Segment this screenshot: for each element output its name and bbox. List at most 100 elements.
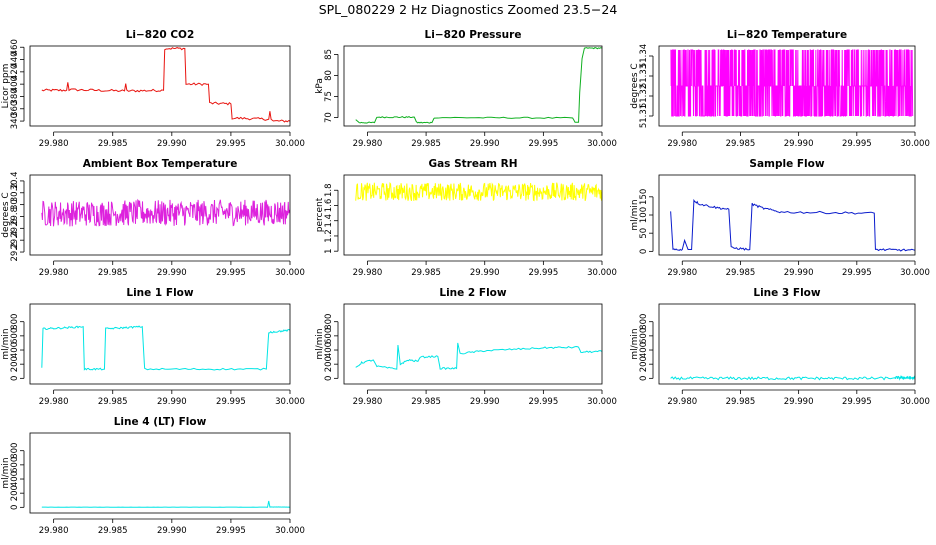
- figure-title: SPL_080229 2 Hz Diagnostics Zoomed 23.5−…: [318, 2, 618, 17]
- chart-title: Li−820 Temperature: [727, 29, 847, 41]
- plot-frame: [343, 303, 603, 385]
- chart-panel-7: Line 1 Flow ml/min 29.980 29.985 29.990 29.99…: [1, 287, 305, 407]
- x-tick-label: 29.980: [353, 139, 383, 149]
- y-axis-label: ml/min: [315, 328, 325, 359]
- x-tick-label: 29.985: [411, 139, 441, 149]
- chart-title: Gas Stream RH: [428, 158, 517, 170]
- chart-title: Sample Flow: [749, 158, 824, 170]
- data-series-line: [670, 198, 915, 252]
- y-tick-label: 440: [10, 51, 20, 67]
- y-tick-label: 200: [10, 356, 20, 372]
- y-tick-label: 400: [639, 342, 649, 358]
- x-tick-label: 29.980: [39, 397, 69, 407]
- y-axis-label: ml/min: [1, 328, 11, 359]
- x-tick-label: 29.980: [667, 139, 697, 149]
- x-tick-label: 29.990: [470, 397, 500, 407]
- y-tick-label: 200: [10, 485, 20, 501]
- y-tick-label: 30.4: [10, 171, 20, 190]
- y-tick-label: 1.4: [324, 214, 334, 228]
- y-tick-label: 29.2: [10, 243, 20, 262]
- x-tick-label: 29.980: [667, 268, 697, 278]
- x-tick-label: 29.980: [39, 526, 69, 536]
- chart-panel-3: Li−820 Temperature degrees C 29.980 29.985 2…: [630, 29, 930, 149]
- x-tick-label: 29.985: [98, 526, 128, 536]
- chart-title: Line 3 Flow: [753, 287, 820, 299]
- y-tick-label: 0: [639, 376, 649, 381]
- x-tick-label: 30.000: [275, 268, 305, 278]
- x-tick-label: 29.995: [842, 139, 872, 149]
- data-series-line: [355, 342, 602, 370]
- y-tick-label: 200: [324, 356, 334, 372]
- plot-frame: [658, 174, 916, 256]
- chart-panel-9: Line 3 Flow ml/min 29.980 29.985 29.990 29.99…: [630, 287, 930, 407]
- y-tick-label: 80: [324, 70, 334, 81]
- plot-frame: [29, 303, 291, 385]
- y-tick-label: 70: [324, 112, 334, 123]
- x-tick-label: 29.990: [470, 268, 500, 278]
- y-axis-label: Licor ppm: [1, 64, 11, 109]
- y-axis-label: ml/min: [630, 199, 640, 230]
- x-tick-label: 29.985: [411, 397, 441, 407]
- data-series-line: [670, 49, 914, 117]
- y-tick-label: 85: [324, 49, 334, 60]
- x-tick-label: 29.995: [528, 139, 558, 149]
- x-tick-label: 29.990: [157, 397, 187, 407]
- x-tick-label: 29.985: [98, 397, 128, 407]
- y-tick-label: 400: [10, 471, 20, 487]
- data-series-line: [41, 500, 290, 508]
- x-tick-label: 30.000: [275, 526, 305, 536]
- y-tick-label: 75: [324, 91, 334, 102]
- x-tick-label: 29.995: [528, 268, 558, 278]
- y-tick-label: 29.8: [10, 207, 20, 226]
- y-axis-label: ml/min: [1, 457, 11, 488]
- plot-frame: [343, 174, 603, 256]
- y-tick-label: 51.32: [639, 84, 649, 108]
- y-tick-label: 0: [324, 376, 334, 381]
- data-series-line: [41, 198, 290, 227]
- y-tick-label: 600: [639, 328, 649, 344]
- x-tick-label: 29.985: [98, 268, 128, 278]
- y-tick-label: 29.6: [10, 219, 20, 238]
- y-tick-label: 360: [10, 101, 20, 117]
- chart-title: Line 1 Flow: [126, 287, 193, 299]
- x-tick-label: 30.000: [587, 268, 617, 278]
- y-tick-label: 30: [10, 199, 20, 210]
- x-tick-label: 29.995: [216, 397, 246, 407]
- y-tick-label: 1: [324, 248, 334, 253]
- y-tick-label: 340: [10, 113, 20, 129]
- plot-frame: [343, 45, 603, 127]
- x-tick-label: 29.980: [39, 268, 69, 278]
- chart-title: Line 4 (LT) Flow: [114, 416, 207, 428]
- x-tick-label: 29.980: [667, 397, 697, 407]
- y-tick-label: 100: [639, 207, 649, 223]
- x-tick-label: 29.990: [157, 139, 187, 149]
- y-tick-label: 800: [10, 443, 20, 459]
- y-tick-label: 400: [10, 342, 20, 358]
- x-tick-label: 29.995: [216, 139, 246, 149]
- y-tick-label: 1.6: [324, 199, 334, 213]
- x-tick-label: 30.000: [587, 397, 617, 407]
- y-axis-label: degrees C: [1, 192, 11, 237]
- y-tick-label: 1.8: [324, 183, 334, 197]
- plot-frame: [29, 174, 291, 256]
- chart-panel-5: Gas Stream RH percent 29.980 29.985 29.990 29…: [315, 158, 617, 278]
- chart-panel-10: Line 4 (LT) Flow ml/min 29.980 29.985 29.990…: [1, 416, 305, 536]
- y-tick-label: 800: [10, 314, 20, 330]
- data-series-line: [41, 47, 290, 123]
- chart-panel-2: Li−820 Pressure kPa 29.980 29.985 29.990 29.9…: [315, 29, 617, 149]
- y-tick-label: 0: [10, 505, 20, 510]
- x-tick-label: 30.000: [587, 139, 617, 149]
- y-tick-label: 460: [10, 39, 20, 55]
- x-tick-label: 30.000: [900, 139, 930, 149]
- plot-frame: [658, 45, 916, 127]
- chart-panel-6: Sample Flow ml/min 29.980 29.985 29.990 29.99…: [630, 158, 930, 278]
- y-tick-label: 400: [10, 76, 20, 92]
- y-axis-label: degrees C: [630, 63, 640, 108]
- y-axis-label: kPa: [315, 78, 325, 94]
- y-tick-label: 0: [639, 249, 649, 254]
- chart-title: Line 2 Flow: [439, 287, 506, 299]
- y-tick-label: 600: [10, 328, 20, 344]
- x-tick-label: 29.990: [784, 397, 814, 407]
- x-tick-label: 29.985: [98, 139, 128, 149]
